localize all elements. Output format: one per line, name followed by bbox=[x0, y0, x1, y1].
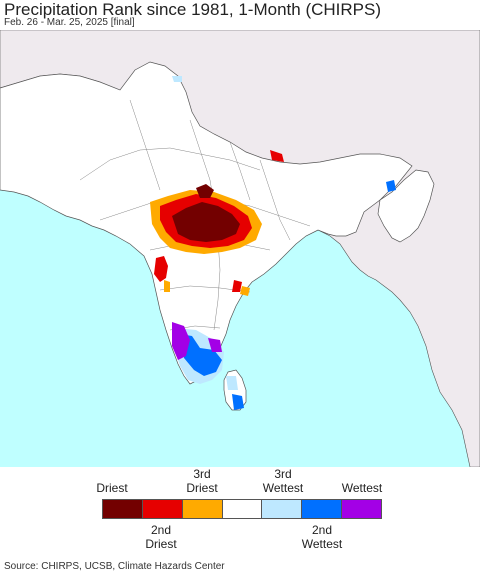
legend-swatch-3rd-wettest bbox=[262, 500, 303, 518]
legend: Driest 3rd Driest 3rd Wettest Wettest 2n… bbox=[0, 467, 480, 557]
legend-color-bar bbox=[102, 499, 382, 519]
legend-swatch-2nd-driest bbox=[142, 500, 183, 518]
legend-swatch-2nd-wettest bbox=[302, 500, 343, 518]
dry-anomaly-southeast bbox=[232, 150, 284, 296]
precipitation-rank-map bbox=[0, 30, 480, 467]
legend-swatch-wettest bbox=[342, 500, 382, 518]
legend-label-3rd-driest: 3rd Driest bbox=[186, 467, 218, 495]
legend-label-3rd-wettest: 3rd Wettest bbox=[262, 467, 304, 495]
map-subtitle: Feb. 26 - Mar. 25, 2025 [final] bbox=[4, 17, 135, 28]
legend-label-wettest: Wettest bbox=[341, 481, 383, 495]
legend-swatch-3rd-driest bbox=[182, 500, 223, 518]
northeast-land bbox=[377, 169, 435, 243]
legend-label-driest: Driest bbox=[96, 481, 128, 495]
dry-anomaly-west-coast bbox=[154, 256, 170, 292]
dry-anomaly-central bbox=[150, 184, 262, 254]
wet-anomaly-northeast bbox=[172, 76, 396, 192]
legend-label-2nd-wettest: 2nd Wettest bbox=[301, 523, 343, 551]
legend-label-2nd-driest: 2nd Driest bbox=[145, 523, 177, 551]
map-title: Precipitation Rank since 1981, 1-Month (… bbox=[4, 0, 381, 19]
legend-swatch-normal bbox=[222, 500, 263, 518]
source-credit: Source: CHIRPS, UCSB, Climate Hazards Ce… bbox=[4, 561, 225, 572]
legend-swatch-driest bbox=[103, 500, 143, 518]
wet-anomaly-south bbox=[172, 322, 244, 410]
